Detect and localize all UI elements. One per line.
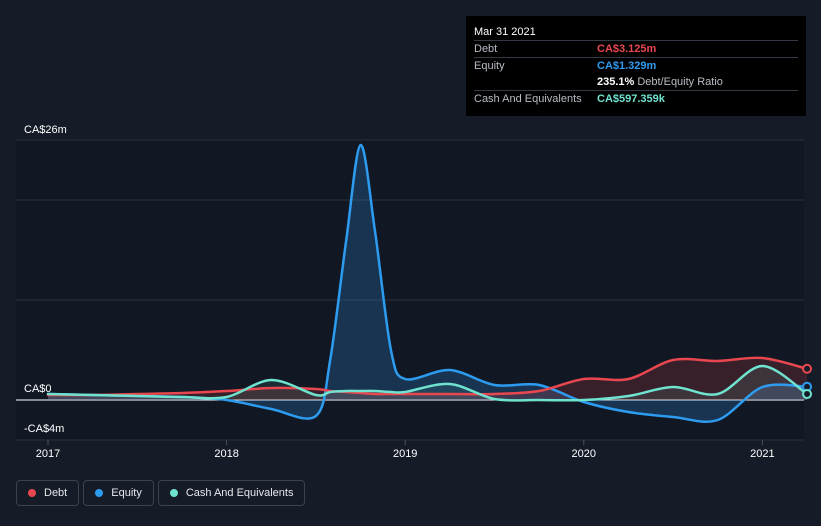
tooltip-cash-label: Cash And Equivalents bbox=[474, 93, 582, 105]
tooltip-equity-value: CA$1.329m bbox=[597, 60, 657, 72]
legend-debt-label: Debt bbox=[44, 487, 68, 499]
y-tick-label: CA$26m bbox=[24, 124, 67, 136]
tooltip-row-cash: Cash And Equivalents CA$597.359k bbox=[474, 90, 798, 107]
legend: Debt Equity Cash And Equivalents bbox=[16, 480, 306, 506]
legend-item-equity[interactable]: Equity bbox=[83, 480, 154, 506]
legend-equity-label: Equity bbox=[111, 487, 142, 499]
legend-cash-label: Cash And Equivalents bbox=[185, 487, 294, 499]
marker-debt bbox=[802, 363, 813, 374]
x-tick-label: 2020 bbox=[572, 448, 596, 460]
legend-item-debt[interactable]: Debt bbox=[16, 480, 80, 506]
line-cash-and-equivalents bbox=[46, 364, 809, 402]
tooltip-debt-label: Debt bbox=[474, 43, 498, 55]
cash-dot-icon bbox=[169, 489, 178, 497]
tooltip-ratio-label: Debt/Equity Ratio bbox=[637, 76, 723, 88]
tooltip-date: Mar 31 2021 bbox=[474, 26, 536, 38]
tooltip-row-debt: Debt CA$3.125m bbox=[474, 40, 798, 57]
marker-cash-and-equivalents bbox=[802, 389, 813, 400]
x-tick-label: 2018 bbox=[214, 448, 238, 460]
tooltip-row-ratio: 235.1% Debt/Equity Ratio bbox=[474, 74, 798, 90]
tooltip-debt-value: CA$3.125m bbox=[597, 43, 657, 55]
tooltip-equity-label: Equity bbox=[474, 60, 505, 72]
equity-dot-icon bbox=[95, 489, 104, 497]
area-debt bbox=[48, 357, 808, 400]
y-tick-label: -CA$4m bbox=[24, 423, 64, 435]
x-tick-label: 2019 bbox=[393, 448, 417, 460]
line-debt bbox=[46, 356, 809, 397]
tooltip-cash-value: CA$597.359k bbox=[597, 93, 665, 105]
x-tick-label: 2021 bbox=[750, 448, 774, 460]
tooltip-row-equity: Equity CA$1.329m bbox=[474, 57, 798, 74]
y-tick-label: CA$0 bbox=[24, 383, 52, 395]
debt-dot-icon bbox=[28, 489, 36, 497]
x-tick-label: 2017 bbox=[36, 448, 60, 460]
legend-item-cash[interactable]: Cash And Equivalents bbox=[157, 480, 306, 506]
tooltip-ratio-value: 235.1% bbox=[597, 76, 635, 88]
tooltip: Mar 31 2021 Debt CA$3.125m Equity CA$1.3… bbox=[466, 16, 806, 116]
